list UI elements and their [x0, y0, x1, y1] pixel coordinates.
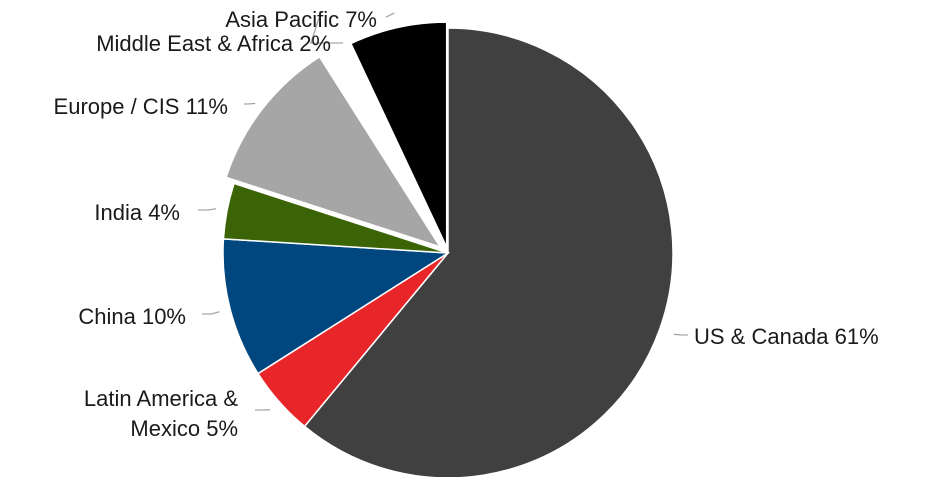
pie-slice-europe-cis — [225, 55, 442, 249]
pie-slice-china — [222, 238, 451, 375]
pie-slice-middle-east-and-africa — [313, 25, 437, 231]
pie-slices — [222, 21, 674, 477]
slice-label-latin-america-and-mexico: Latin America & Mexico 5% — [84, 386, 238, 441]
slice-label-line: Mexico 5% — [130, 416, 238, 441]
pie-slice-asia-pacific — [349, 21, 448, 248]
slice-label-line: Latin America & — [84, 386, 238, 411]
slice-label-line: Asia Pacific 7% — [225, 7, 377, 32]
slice-label-asia-pacific: Asia Pacific 7% — [225, 7, 377, 32]
slice-labels: US & Canada 61% Latin America & Mexico 5% C… — [54, 7, 879, 441]
pie-slice-india — [222, 182, 449, 254]
pie-slice-us-and-canada — [303, 27, 674, 477]
slice-label-china: China 10% — [78, 304, 186, 329]
leader-line-middle-east-and-africa — [309, 17, 343, 44]
slice-label-middle-east-and-africa: Middle East & Africa 2% — [96, 31, 331, 56]
leader-lines — [198, 12, 688, 411]
slice-label-line: Europe / CIS 11% — [54, 94, 228, 119]
leader-line-us-and-canada — [673, 333, 688, 336]
slice-label-line: US & Canada 61% — [694, 324, 879, 349]
slice-label-line: China 10% — [78, 304, 186, 329]
leader-line-india — [198, 208, 217, 211]
leader-line-asia-pacific — [386, 12, 395, 18]
leader-line-europe-cis — [244, 102, 256, 105]
slice-label-us-and-canada: US & Canada 61% — [694, 324, 879, 349]
slice-label-line: Middle East & Africa 2% — [96, 31, 331, 56]
leader-line-china — [202, 311, 220, 315]
slice-label-europe-cis: Europe / CIS 11% — [54, 94, 228, 119]
slice-label-india: India 4% — [94, 200, 180, 225]
slice-label-line: India 4% — [94, 200, 180, 225]
